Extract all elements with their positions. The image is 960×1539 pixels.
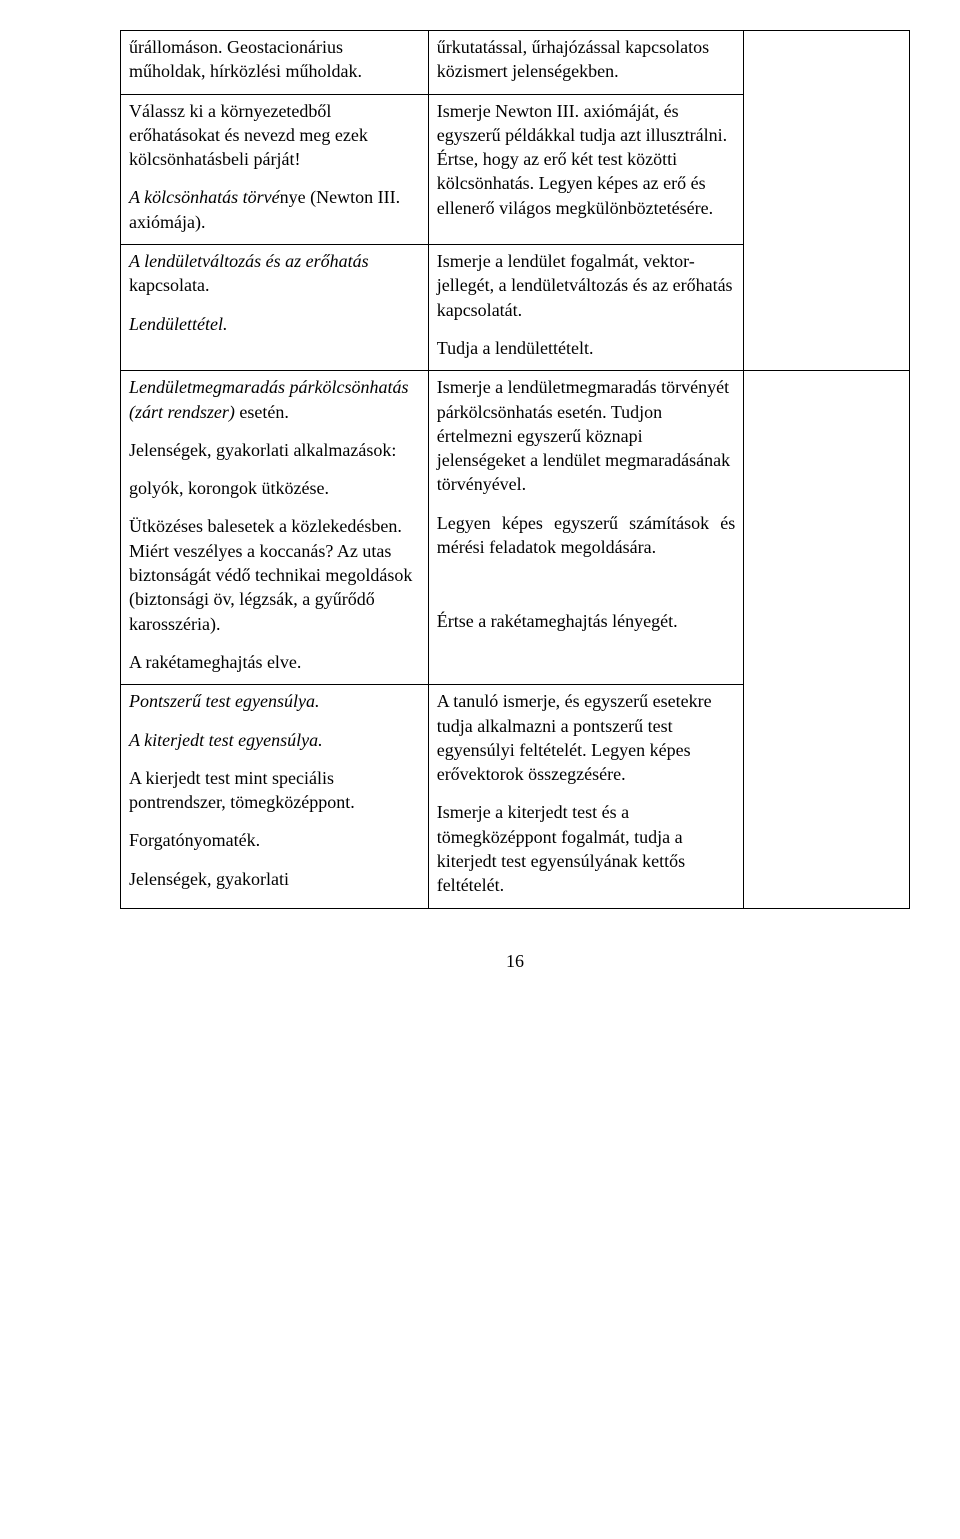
paragraph: Válassz ki a környezetedből erőhatásokat… — [129, 99, 420, 172]
paragraph: Forgatónyomaték. — [129, 828, 420, 852]
paragraph: Ismerje a lendületmegmaradás törvényét p… — [437, 375, 736, 496]
page-number: 16 — [120, 949, 910, 973]
cell-mid: Ismerje a lendületmegmaradás törvényét p… — [428, 371, 744, 685]
italic-text: A kölcsönhatás törvé — [129, 187, 280, 207]
italic-text: A lendületváltozás és az erőhatás — [129, 251, 369, 271]
cell-left: Válassz ki a környezetedből erőhatásokat… — [121, 94, 429, 244]
paragraph: Ütközéses balesetek a közlekedésben. Mié… — [129, 514, 420, 635]
table-row: űrállomáson. Geostacionárius műholdak, h… — [121, 31, 910, 95]
paragraph: Értse a rakétameghajtás lényegét. — [437, 609, 736, 633]
cell-mid: A tanuló ismerje, és egyszerű esetekre t… — [428, 685, 744, 908]
paragraph: Lendületmegmaradás párkölcsönhatás (zárt… — [129, 375, 420, 424]
paragraph-italic: Lendülettétel. — [129, 312, 420, 336]
paragraph: A rakétameghajtás elve. — [129, 650, 420, 674]
text: kapcsolata. — [129, 275, 209, 295]
paragraph: golyók, korongok ütközése. — [129, 476, 420, 500]
paragraph: A kierjedt test mint speciális pontrends… — [129, 766, 420, 815]
paragraph: Ismerje a kiterjedt test és a tömegközép… — [437, 800, 736, 897]
cell-mid: űrkutatással, űrhajózással kapcsolatos k… — [428, 31, 744, 95]
document-page: űrállomáson. Geostacionárius műholdak, h… — [0, 0, 960, 1539]
curriculum-table: űrállomáson. Geostacionárius műholdak, h… — [120, 30, 910, 909]
paragraph: Jelenségek, gyakorlati — [129, 867, 420, 891]
paragraph-italic: Pontszerű test egyensúlya. — [129, 689, 420, 713]
cell-left: A lendületváltozás és az erőhatás kapcso… — [121, 245, 429, 371]
cell-right — [744, 31, 910, 371]
cell-left: Pontszerű test egyensúlya. A kiterjedt t… — [121, 685, 429, 908]
cell-mid: Ismerje a lendület fogalmát, vektor-jell… — [428, 245, 744, 371]
paragraph: Ismerje a lendület fogalmát, vektor-jell… — [437, 249, 736, 322]
paragraph: A kölcsönhatás törvénye (Newton III. axi… — [129, 185, 420, 234]
paragraph: Legyen képes egyszerű számítások és méré… — [437, 511, 736, 560]
paragraph: A lendületváltozás és az erőhatás kapcso… — [129, 249, 420, 298]
paragraph: űrállomáson. Geostacionárius műholdak, h… — [129, 35, 420, 84]
cell-right — [744, 371, 910, 908]
table-row: Lendületmegmaradás párkölcsönhatás (zárt… — [121, 371, 910, 685]
cell-mid: Ismerje Newton III. axiómáját, és egysze… — [428, 94, 744, 244]
paragraph: A tanuló ismerje, és egyszerű esetekre t… — [437, 689, 736, 786]
paragraph: Ismerje Newton III. axiómáját, és egysze… — [437, 99, 736, 220]
paragraph: űrkutatással, űrhajózással kapcsolatos k… — [437, 35, 736, 84]
paragraph-italic: A kiterjedt test egyensúlya. — [129, 728, 420, 752]
paragraph: Tudja a lendülettételt. — [437, 336, 736, 360]
paragraph: Jelenségek, gyakorlati alkalmazások: — [129, 438, 420, 462]
cell-left: űrállomáson. Geostacionárius műholdak, h… — [121, 31, 429, 95]
cell-left: Lendületmegmaradás párkölcsönhatás (zárt… — [121, 371, 429, 685]
text: esetén. — [235, 402, 289, 422]
